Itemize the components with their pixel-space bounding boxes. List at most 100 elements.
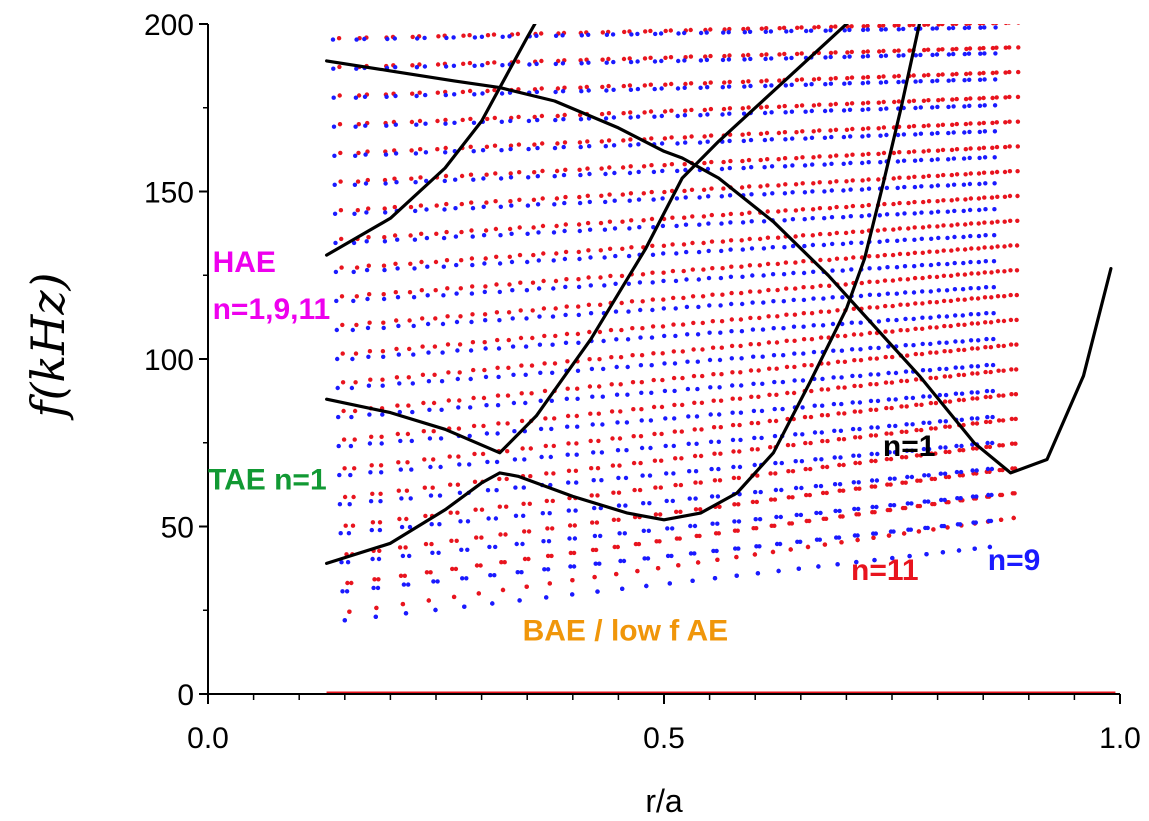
data-point bbox=[977, 207, 982, 213]
data-point bbox=[467, 433, 472, 439]
data-point bbox=[984, 388, 990, 394]
data-point bbox=[642, 110, 647, 115]
data-point bbox=[932, 476, 938, 482]
data-point bbox=[637, 280, 643, 285]
data-point bbox=[887, 423, 892, 429]
data-point bbox=[878, 80, 884, 85]
data-point bbox=[956, 322, 961, 327]
data-point bbox=[412, 266, 417, 271]
data-point bbox=[442, 178, 447, 184]
data-point bbox=[808, 466, 813, 472]
data-point bbox=[586, 302, 592, 307]
data-point bbox=[891, 529, 896, 534]
data-point bbox=[715, 521, 720, 526]
data-point bbox=[982, 25, 987, 30]
data-point bbox=[435, 90, 440, 95]
data-point bbox=[843, 333, 848, 339]
data-point bbox=[828, 154, 833, 159]
data-point bbox=[563, 167, 568, 172]
data-point bbox=[573, 468, 579, 473]
data-point bbox=[992, 103, 998, 108]
data-point bbox=[662, 388, 668, 394]
data-point bbox=[672, 388, 677, 394]
data-point bbox=[834, 179, 839, 184]
data-point bbox=[521, 513, 526, 518]
data-point bbox=[682, 113, 688, 118]
data-point bbox=[411, 295, 417, 300]
data-point bbox=[914, 402, 919, 407]
data-point bbox=[828, 50, 834, 56]
data-point bbox=[563, 340, 569, 345]
n1-branch-1 bbox=[325, 59, 1113, 475]
data-point bbox=[830, 321, 836, 327]
data-point bbox=[886, 370, 891, 376]
data-point bbox=[817, 206, 823, 211]
data-point bbox=[776, 183, 781, 188]
data-point bbox=[369, 527, 374, 533]
data-point bbox=[962, 51, 967, 57]
data-point bbox=[866, 202, 871, 208]
data-point bbox=[512, 457, 518, 462]
data-point bbox=[510, 316, 515, 321]
data-point bbox=[953, 339, 958, 344]
data-point bbox=[406, 375, 411, 380]
data-point bbox=[659, 86, 664, 91]
data-point bbox=[775, 261, 780, 267]
data-point bbox=[836, 535, 842, 540]
data-point bbox=[340, 589, 345, 594]
data-point bbox=[560, 61, 566, 66]
data-point bbox=[397, 545, 403, 550]
data-point bbox=[919, 210, 924, 215]
data-point bbox=[445, 342, 451, 347]
data-point bbox=[764, 0, 768, 4]
data-point bbox=[866, 160, 871, 165]
data-point bbox=[1015, 169, 1020, 174]
data-point bbox=[738, 370, 743, 375]
data-point bbox=[682, 188, 687, 194]
data-point bbox=[782, 130, 788, 135]
data-point bbox=[729, 301, 734, 307]
data-point bbox=[473, 507, 478, 512]
data-point bbox=[700, 320, 705, 326]
data-point bbox=[554, 251, 559, 256]
data-point bbox=[567, 523, 573, 528]
data-point bbox=[989, 295, 994, 300]
data-point bbox=[970, 371, 975, 376]
data-point bbox=[842, 81, 847, 86]
data-point bbox=[860, 54, 866, 59]
data-point bbox=[495, 431, 500, 436]
data-point bbox=[620, 586, 625, 591]
data-point bbox=[552, 174, 557, 179]
data-point bbox=[739, 356, 744, 361]
data-point bbox=[1009, 367, 1014, 372]
data-point bbox=[413, 208, 418, 214]
data-point bbox=[400, 553, 406, 559]
data-point bbox=[818, 231, 823, 237]
data-point bbox=[1003, 24, 1008, 26]
data-point bbox=[899, 429, 904, 434]
data-point bbox=[351, 269, 356, 275]
data-point bbox=[860, 229, 865, 234]
data-point bbox=[731, 449, 736, 454]
data-point bbox=[570, 592, 575, 597]
data-point bbox=[648, 28, 653, 34]
data-point bbox=[398, 467, 403, 472]
data-point bbox=[941, 223, 946, 228]
data-point bbox=[800, 129, 805, 134]
data-point bbox=[757, 315, 762, 321]
data-point bbox=[858, 347, 863, 352]
data-point bbox=[854, 559, 859, 565]
data-point bbox=[405, 431, 411, 437]
data-point bbox=[869, 425, 874, 430]
data-point bbox=[776, 209, 781, 214]
data-point bbox=[576, 222, 582, 227]
data-point bbox=[1008, 268, 1013, 273]
data-point bbox=[785, 442, 791, 448]
data-point bbox=[444, 35, 449, 41]
data-point bbox=[411, 6, 415, 10]
data-point bbox=[789, 28, 794, 34]
data-point bbox=[499, 148, 504, 153]
data-point bbox=[504, 504, 509, 509]
data-point bbox=[340, 322, 345, 328]
data-point bbox=[455, 510, 460, 515]
